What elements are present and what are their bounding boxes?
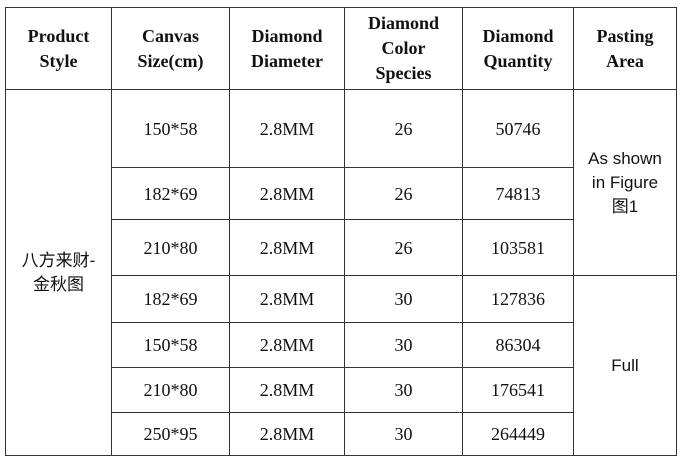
header-row: Product Style Canvas Size(cm) Diamond Diamete… (5, 7, 677, 90)
pasting-area-cell: Full (573, 275, 677, 456)
data-cell: 176541 (462, 367, 574, 413)
cell-line: Full (611, 355, 639, 375)
data-cell: 150*58 (111, 89, 230, 168)
data-cell: 182*69 (111, 275, 230, 323)
table-row: 210*80 2.8MM 26 103581 (6, 219, 677, 276)
data-cell: 26 (344, 89, 463, 168)
cell-line: Area (606, 50, 644, 71)
cell-line: Color (381, 38, 426, 58)
cell-line: Diamond (367, 13, 439, 33)
data-cell: 30 (344, 275, 463, 323)
header-cell: Diamond Quantity (462, 7, 574, 90)
table-row: 八方来财- 金秋图 150*58 2.8MM 26 50746 As shown in Fig… (5, 89, 677, 456)
data-cell: 2.8MM (229, 412, 345, 456)
cell-line: Canvas (141, 25, 199, 46)
data-cell: 2.8MM (229, 167, 345, 220)
table-row: 250*95 2.8MM 30 264449 (6, 412, 677, 456)
header-cell: Diamond Diameter (229, 7, 345, 90)
data-cell: 2.8MM (229, 275, 345, 323)
data-cell: 30 (344, 412, 463, 456)
data-cell: 264449 (462, 412, 574, 456)
header-cell: Pasting Area (573, 7, 677, 90)
data-cell: 30 (344, 322, 463, 368)
data-cell: 250*95 (111, 412, 230, 456)
header-cell: Product Style (5, 7, 112, 90)
pasting-area-cell: As shown in Figure 图1 (573, 89, 677, 276)
data-cell: 210*80 (111, 367, 230, 413)
data-cell: 86304 (462, 322, 574, 368)
cell-line: 图1 (611, 196, 639, 216)
spec-table: Product Style Canvas Size(cm) Diamond Diamete… (5, 7, 677, 456)
cell-line: Pasting (596, 25, 654, 46)
cell-line: As shown (588, 148, 662, 168)
product-style-cell: 八方来财- 金秋图 (5, 89, 112, 456)
data-cell: 2.8MM (229, 219, 345, 276)
table-row: 182*69 2.8MM 30 127836 Full (6, 275, 677, 456)
data-cell: 150*58 (111, 322, 230, 368)
table-row: 182*69 2.8MM 26 74813 (6, 167, 677, 220)
data-cell: 103581 (462, 219, 574, 276)
cell-line: Product (27, 25, 90, 46)
table-row: 210*80 2.8MM 30 176541 (6, 367, 677, 413)
cell-line: 金秋图 (33, 274, 84, 294)
data-cell: 30 (344, 367, 463, 413)
cell-line: 八方来财- (21, 250, 96, 270)
cell-line: Diamond (251, 25, 323, 46)
data-cell: 74813 (462, 167, 574, 220)
header-cell: Canvas Size(cm) (111, 7, 230, 90)
data-cell: 26 (344, 219, 463, 276)
data-cell: 2.8MM (229, 322, 345, 368)
data-cell: 26 (344, 167, 463, 220)
data-cell: 127836 (462, 275, 574, 323)
cell-line: Diameter (251, 50, 323, 71)
cell-line: Style (39, 50, 78, 71)
data-cell: 182*69 (111, 167, 230, 220)
cell-line: Size(cm) (137, 50, 204, 71)
header-cell: Diamond Color Species (344, 7, 463, 90)
data-cell: 2.8MM (229, 367, 345, 413)
cell-line: in Figure (591, 172, 659, 192)
data-cell: 2.8MM (229, 89, 345, 168)
cell-line: Quantity (483, 50, 553, 71)
table-row: 150*58 2.8MM 30 86304 (6, 322, 677, 368)
data-cell: 210*80 (111, 219, 230, 276)
data-cell: 50746 (462, 89, 574, 168)
cell-line: Species (375, 63, 432, 83)
cell-line: Diamond (482, 25, 554, 46)
